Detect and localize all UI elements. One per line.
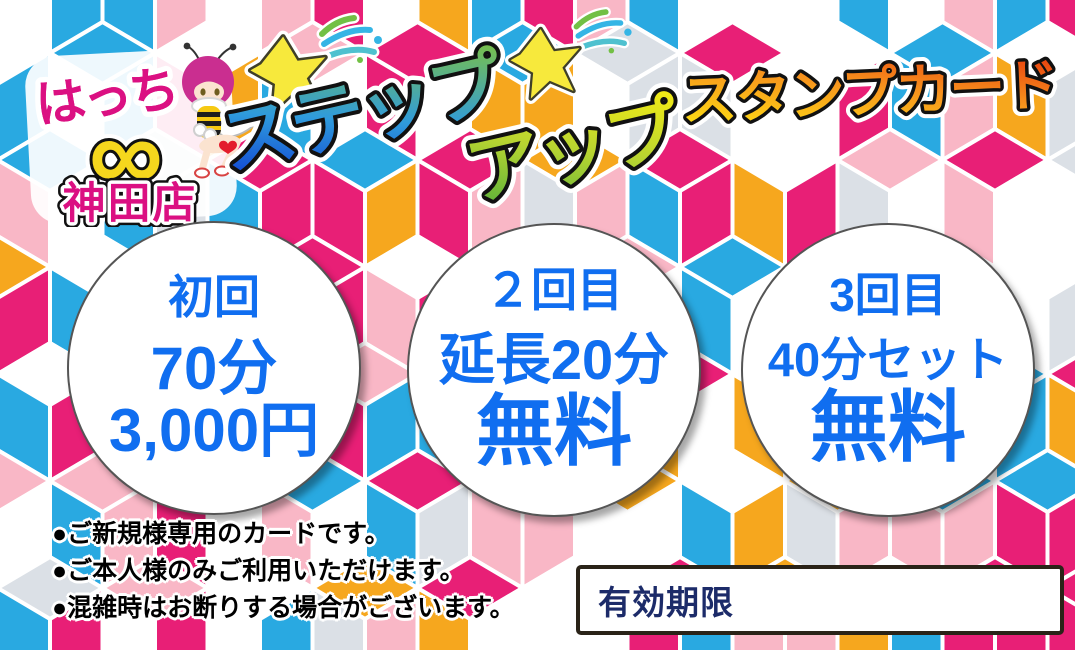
disclaimer-notes: ●ご新規様専用のカードです。 ●ご本人様のみご利用いただけます。 ●混雑時はお断… [52,516,515,627]
branch-name-text: 神田店 神田店 [57,174,202,227]
offer-label: 初回 [168,270,260,323]
offer-price: 無料 [475,387,632,476]
note-line: ●ご本人様のみご利用いただけます。 [52,557,465,585]
mascot-bee-girl-illustration [182,42,265,179]
note-line: ●ご新規様専用のカードです。 [52,520,390,548]
expiry-date-box: 有効期限 [576,565,1064,635]
offer-circle-first-visit: 初回 70分 3,000円 [67,221,361,515]
offer-circle-third-visit: 3回目 40分セット 無料 [741,223,1035,517]
note-line: ●混雑時はお断りする場合がございます。 [52,594,515,622]
brand-infinity-symbol: ∞ ∞ [82,90,170,220]
offer-price: 3,000円 [108,396,320,464]
offer-duration: 70分 [150,334,278,402]
expiry-label: 有効期限 [598,584,734,621]
offer-price: 無料 [809,382,966,471]
offer-circle-second-visit: ２回目 延長20分 無料 [407,223,701,517]
offer-label: ２回目 [485,264,623,317]
svg-text:∞: ∞ [89,97,163,213]
offer-duration: 延長20分 [438,328,670,392]
logo-backdrop [25,48,237,224]
offer-duration: 40分セット [767,332,1009,386]
shop-logo: はっち はっち ∞ ∞ [25,42,265,227]
svg-text:神田店: 神田店 [63,180,198,227]
svg-text:∞: ∞ [89,97,163,213]
offer-label: 3回目 [829,269,947,322]
svg-text:神田店: 神田店 [63,180,198,227]
